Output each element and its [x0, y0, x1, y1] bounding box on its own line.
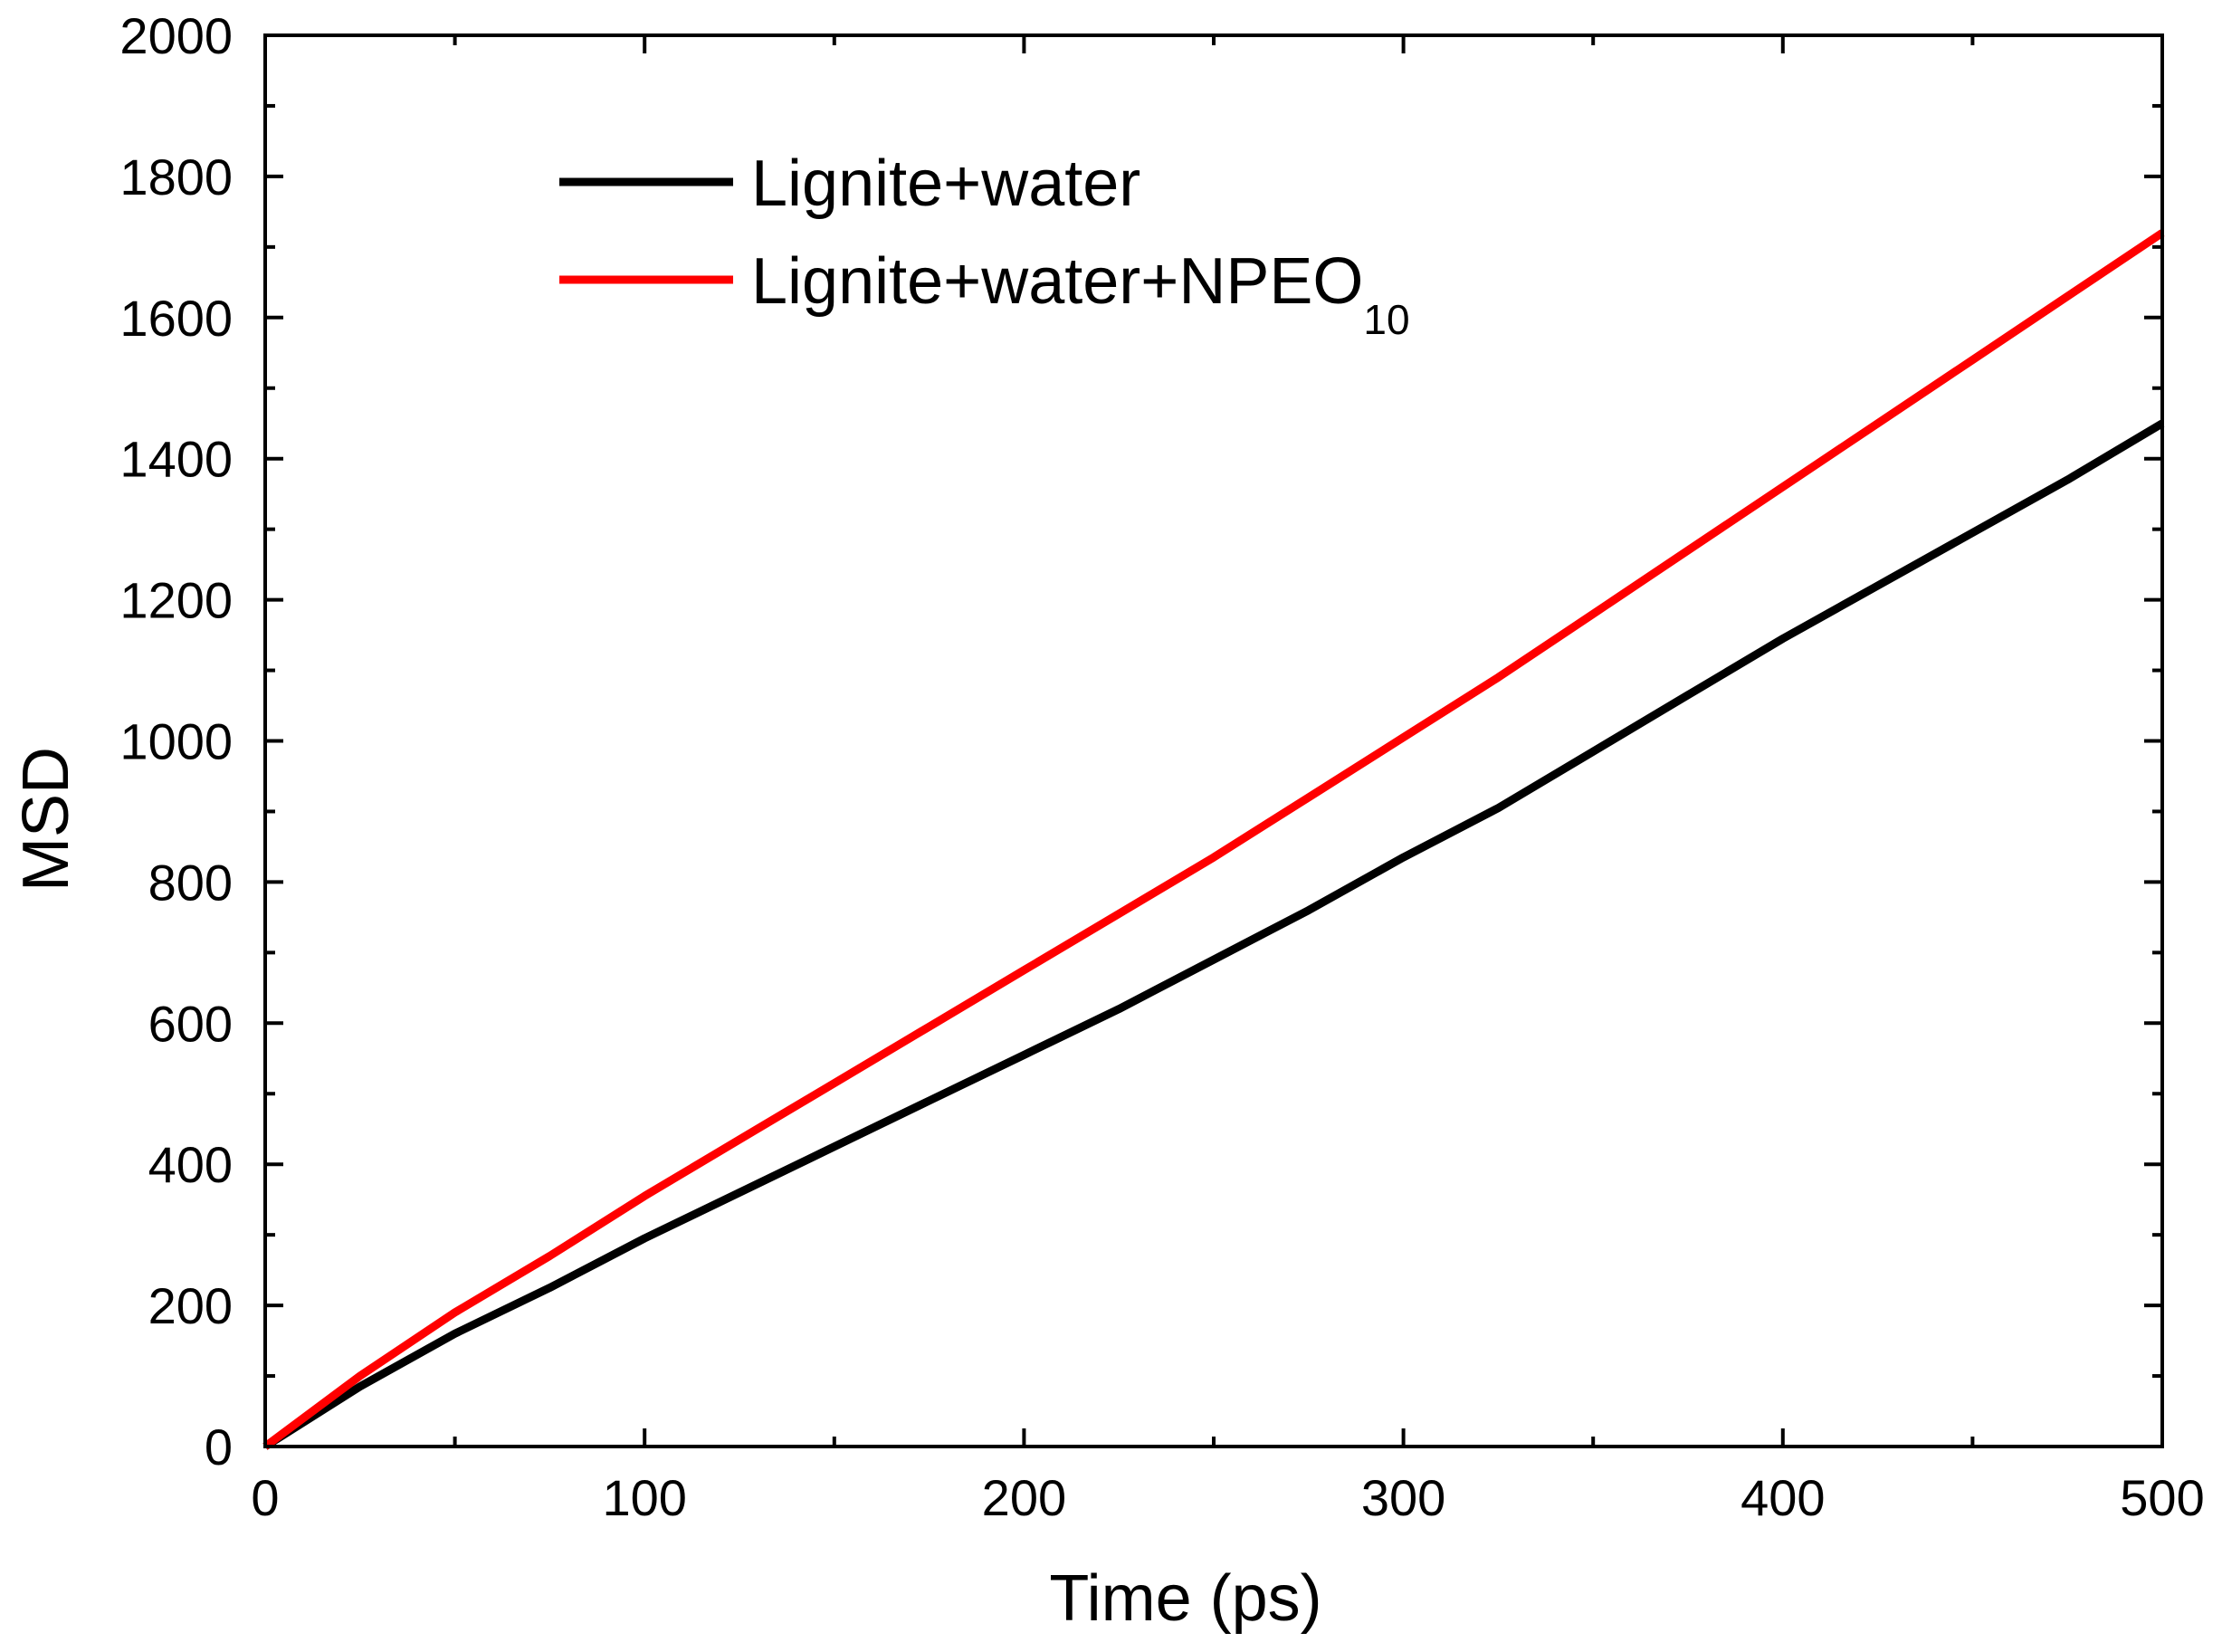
- x-tick-label: 500: [2120, 1469, 2204, 1526]
- y-tick-label: 1000: [119, 713, 233, 770]
- x-tick-label: 0: [251, 1469, 279, 1526]
- y-tick-label: 400: [148, 1136, 233, 1193]
- y-tick-label: 1400: [119, 431, 233, 488]
- x-tick-label: 300: [1361, 1469, 1445, 1526]
- x-tick-label: 200: [982, 1469, 1066, 1526]
- y-tick-label: 0: [205, 1418, 233, 1475]
- labels-layer: 0 100 200 300 400 500 0 200 400 600 800 1000 1200 140…: [119, 7, 2204, 1526]
- legend-label-lignite-water: Lignite+water: [751, 148, 1140, 220]
- legend-label-lignite-water-npeo10: Lignite+water+NPEO10: [751, 245, 1410, 343]
- plot-frame: [263, 33, 2164, 1448]
- x-tick-label: 100: [602, 1469, 686, 1526]
- y-tick-label: 1800: [119, 148, 233, 205]
- y-tick-label: 600: [148, 995, 233, 1052]
- x-tick-label: 400: [1740, 1469, 1825, 1526]
- legend-label-npeo-subscript: 10: [1363, 296, 1409, 343]
- y-tick-label: 1600: [119, 290, 233, 347]
- series-layer: [262, 229, 2165, 1450]
- y-tick-label: 800: [148, 854, 233, 911]
- legend: Lignite+water Lignite+water+NPEO10: [559, 148, 1410, 343]
- series-line-lignite-water-npeo10: [262, 229, 2165, 1450]
- x-axis-title: Time (ps): [1049, 1562, 1321, 1635]
- y-tick-label: 200: [148, 1277, 233, 1334]
- y-tick-label: 1200: [119, 572, 233, 629]
- series-line-lignite-water: [262, 419, 2165, 1450]
- y-tick-label: 2000: [119, 7, 233, 64]
- y-axis-title: MSD: [10, 747, 82, 892]
- legend-label-npeo-main: Lignite+water+NPEO: [751, 245, 1363, 318]
